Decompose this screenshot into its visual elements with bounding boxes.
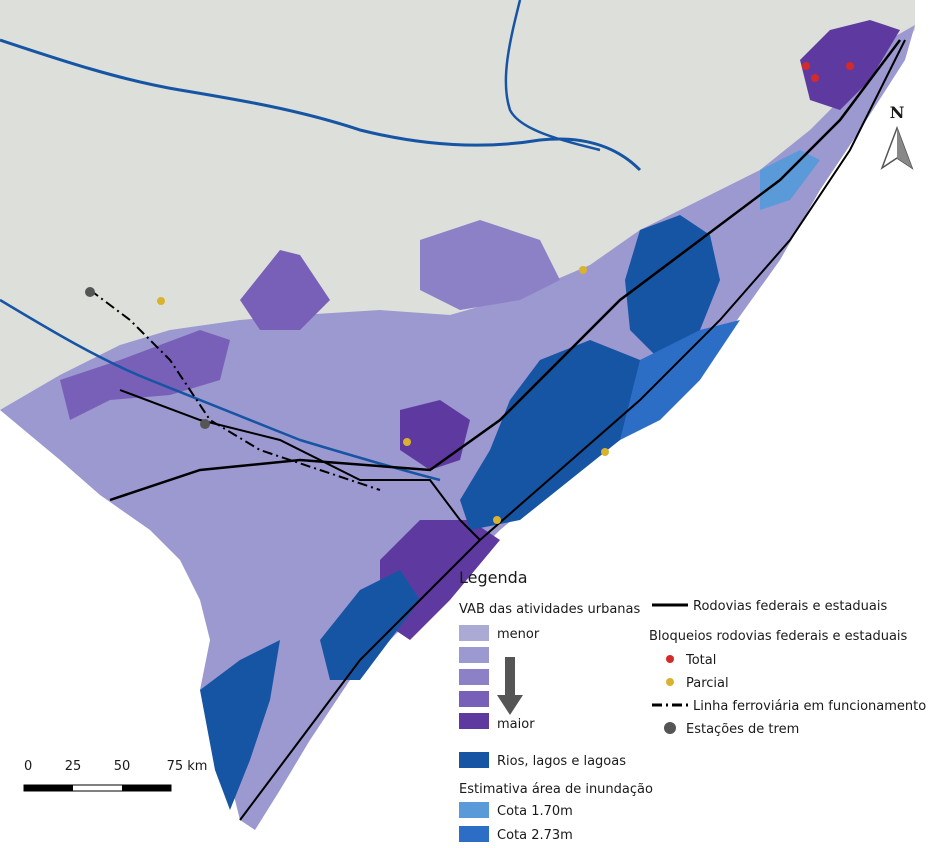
- water-label: Rios, lagos e lagoas: [497, 754, 626, 769]
- blockade-label: Parcial: [686, 676, 729, 691]
- blockade-partial-marker: [403, 438, 411, 446]
- blockade-total-marker: [802, 62, 810, 70]
- road: [239, 39, 906, 821]
- blockade-items: Total Parcial: [666, 653, 729, 691]
- flood-swatch: [459, 802, 489, 818]
- blockade-symbol: [666, 655, 674, 663]
- water-swatch: [459, 752, 489, 768]
- river: [0, 298, 441, 482]
- flood-area: [620, 320, 740, 440]
- legend-title: Legenda: [459, 568, 528, 587]
- lagoon: [625, 215, 720, 360]
- road: [119, 389, 481, 541]
- vab-subregion: [240, 250, 330, 330]
- blockade-partial-marker: [579, 266, 587, 274]
- vab-swatches: [459, 625, 489, 729]
- blockade-partial-marker: [157, 297, 165, 305]
- vab-subregion: [60, 330, 230, 420]
- scale-bar-segment: [122, 785, 171, 791]
- north-label: N: [890, 103, 905, 122]
- station-marker: [200, 419, 210, 429]
- vab-title: VAB das atividades urbanas: [459, 602, 640, 617]
- blockades-title: Bloqueios rodovias federais e estaduais: [649, 629, 908, 644]
- terrain-area: [0, 0, 915, 410]
- flood-label: Cota 2.73m: [497, 828, 573, 843]
- vab-low-label: menor: [497, 627, 540, 642]
- legend: Legenda VAB das atividades urbanas menor…: [459, 568, 926, 843]
- flood-title: Estimativa área de inundação: [459, 782, 653, 797]
- railway: [89, 289, 381, 491]
- blockade-partial-marker: [493, 516, 501, 524]
- scale-tick-label: 25: [65, 759, 82, 774]
- blockade-label: Total: [685, 653, 716, 668]
- scale-bar: 0 25 50 75 km: [23, 759, 208, 792]
- station-symbol: [664, 722, 676, 734]
- vab-high-label: maior: [497, 717, 535, 732]
- vab-subregion: [420, 220, 560, 310]
- road: [109, 39, 901, 502]
- stations-label: Estações de trem: [686, 722, 799, 737]
- vab-swatch: [459, 625, 489, 641]
- roads-label: Rodovias federais e estaduais: [693, 599, 887, 614]
- flood-swatches: Cota 1.70m Cota 2.73m: [459, 802, 573, 843]
- scale-bar-segment: [24, 785, 73, 791]
- flood-swatch: [459, 826, 489, 842]
- lagoon: [460, 340, 660, 530]
- vab-swatch: [459, 713, 489, 729]
- railway-label: Linha ferroviária em funcionamento: [693, 699, 926, 714]
- blockade-partial-marker: [601, 448, 609, 456]
- flood-area: [760, 150, 820, 210]
- scale-tick-label: 0: [24, 759, 32, 774]
- flood-label: Cota 1.70m: [497, 804, 573, 819]
- vab-swatch: [459, 691, 489, 707]
- blockade-total-marker: [846, 62, 854, 70]
- lagoon: [320, 570, 420, 680]
- river: [504, 0, 601, 152]
- station-marker: [85, 287, 95, 297]
- scale-tick-label: 50: [114, 759, 131, 774]
- north-arrow: N: [880, 103, 914, 170]
- north-arrow-shade: [897, 128, 912, 168]
- vab-swatch: [459, 669, 489, 685]
- vab-swatch: [459, 647, 489, 663]
- arrow-down-icon: [497, 657, 523, 715]
- lagoon: [200, 640, 280, 810]
- blockade-total-marker: [811, 74, 819, 82]
- blockade-symbol: [666, 678, 674, 686]
- scale-tick-label: 75 km: [167, 759, 208, 774]
